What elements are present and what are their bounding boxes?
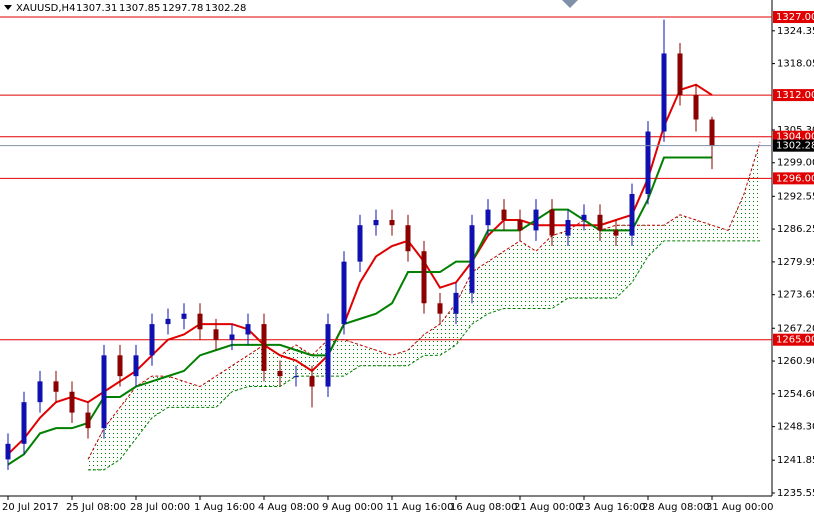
y-tick-label: 1260.90 <box>777 356 814 367</box>
x-tick-label: 28 Aug 08:00 <box>642 502 709 513</box>
level-box <box>773 333 814 346</box>
y-tick-label: 1248.30 <box>777 422 814 433</box>
candle-body <box>277 370 283 377</box>
candle-body <box>485 209 491 226</box>
y-tick-label: 1279.95 <box>777 257 814 268</box>
level-label: 1296.00 <box>776 173 814 184</box>
cloud-span <box>87 141 761 460</box>
candle-body <box>53 381 59 392</box>
level-box <box>773 89 814 102</box>
indicator-line <box>7 83 713 455</box>
x-tick-label: 31 Aug 00:00 <box>706 502 773 513</box>
header-high: 1307.85 <box>119 3 160 14</box>
candle-body <box>501 209 507 220</box>
candle-body <box>69 391 75 413</box>
candle-body <box>293 376 299 378</box>
candle-body <box>533 209 539 231</box>
indicator-line <box>7 156 712 466</box>
x-tick-label: 25 Jul 08:00 <box>66 502 126 513</box>
candle-body <box>149 324 155 356</box>
candle-body <box>629 193 635 236</box>
x-tick-label: 9 Aug 00:00 <box>322 502 383 513</box>
candle-body <box>389 219 395 226</box>
candle-body <box>453 292 459 314</box>
candle-body <box>5 443 11 460</box>
level-label: 1327.00 <box>776 12 814 23</box>
candle-body <box>373 219 379 226</box>
candle-body <box>21 402 27 444</box>
candle-body <box>709 119 715 146</box>
candle-body <box>613 230 619 236</box>
candle-body <box>181 313 187 319</box>
header-open: 1307.31 <box>76 3 117 14</box>
x-tick-label: 21 Aug 00:00 <box>514 502 581 513</box>
y-tick-label: 1324.35 <box>777 26 814 37</box>
y-tick-label: 1305.30 <box>777 125 814 136</box>
x-tick-label: 20 Jul 2017 <box>2 502 59 513</box>
y-tick-label: 1267.20 <box>777 323 814 334</box>
y-tick-label: 1286.25 <box>777 224 814 235</box>
candle-body <box>661 53 667 132</box>
header-low: 1297.78 <box>162 3 203 14</box>
candle-body <box>101 355 107 429</box>
candle-body <box>421 251 427 304</box>
candle-body <box>581 214 587 220</box>
candle-body <box>341 261 347 325</box>
candle-body <box>693 95 699 120</box>
candle-body <box>549 209 555 236</box>
menu-arrow <box>4 5 12 10</box>
level-box <box>773 11 814 24</box>
candle-body <box>469 225 475 293</box>
candle-body <box>165 318 171 325</box>
x-tick-label: 4 Aug 08:00 <box>258 502 319 513</box>
candle-body <box>117 355 123 377</box>
x-tick-label: 16 Aug 08:00 <box>450 502 517 513</box>
candle-body <box>565 219 571 236</box>
candle-body <box>677 53 683 96</box>
x-tick-label: 28 Jul 00:00 <box>130 502 190 513</box>
level-box <box>773 172 814 185</box>
candle-body <box>597 214 603 231</box>
candle-body <box>133 355 139 377</box>
symbol: XAUUSD,H4 <box>16 3 75 14</box>
y-tick-label: 1273.65 <box>777 290 814 301</box>
header-close: 1302.28 <box>205 3 246 14</box>
candle-body <box>405 225 411 252</box>
level-label: 1304.00 <box>776 132 814 143</box>
y-tick-label: 1235.55 <box>777 488 814 499</box>
shift-marker <box>562 0 578 8</box>
candle-body <box>197 313 203 330</box>
candle-body <box>213 329 219 340</box>
candle-body <box>325 324 331 387</box>
level-label: 1312.00 <box>776 90 814 101</box>
candle-body <box>437 303 443 314</box>
y-tick-label: 1292.55 <box>777 191 814 202</box>
candle-body <box>309 376 315 387</box>
y-tick-label: 1254.60 <box>777 389 814 400</box>
candle-body <box>85 412 91 429</box>
price-box <box>773 139 814 152</box>
candle-body <box>357 225 363 262</box>
price-label: 1302.28 <box>776 141 814 152</box>
x-tick-label: 23 Aug 16:00 <box>578 502 645 513</box>
y-tick-label: 1299.00 <box>777 158 814 169</box>
candle-body <box>517 219 523 231</box>
level-label: 1265.00 <box>776 335 814 346</box>
x-tick-label: 1 Aug 16:00 <box>194 502 255 513</box>
candle-body <box>261 324 267 371</box>
y-tick-label: 1318.05 <box>777 59 814 70</box>
x-tick-label: 11 Aug 16:00 <box>386 502 453 513</box>
candle-body <box>645 131 651 194</box>
candle-body <box>229 334 235 340</box>
y-tick-label: 1241.85 <box>777 455 814 466</box>
candle-body <box>245 324 251 335</box>
candle-body <box>37 381 43 403</box>
